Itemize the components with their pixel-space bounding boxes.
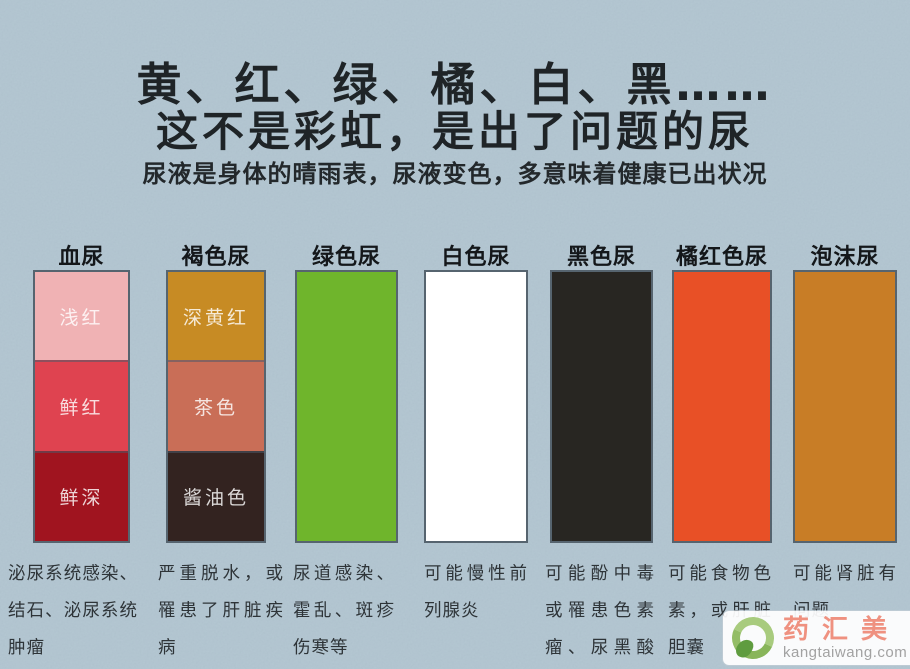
swatch-segment bbox=[674, 272, 770, 541]
urine-color-swatch bbox=[295, 270, 398, 543]
segment-label: 酱油色 bbox=[182, 487, 249, 510]
enso-sprout-logo-icon bbox=[726, 611, 780, 665]
swatch-segment bbox=[795, 272, 895, 541]
swatch-segment: 深黄红 bbox=[168, 272, 264, 361]
watermark: 药汇美 kangtaiwang.com bbox=[723, 611, 910, 665]
swatch-segment: 鲜深 bbox=[35, 450, 128, 541]
segment-label: 鲜深 bbox=[59, 487, 104, 510]
column-description: 可能酚中毒或罹患色素瘤、尿黑酸病 bbox=[545, 564, 655, 658]
brand-website: kangtaiwang.com bbox=[783, 643, 908, 661]
swatch-segment: 浅红 bbox=[35, 272, 128, 361]
segment-label: 浅红 bbox=[59, 306, 104, 329]
swatch-segment: 鲜红 bbox=[35, 360, 128, 451]
column-header: 白色尿 bbox=[441, 244, 511, 270]
urine-color-swatch: 深黄红 茶色 酱油色 bbox=[166, 270, 266, 543]
column-header: 褐色尿 bbox=[181, 244, 251, 270]
urine-color-swatch bbox=[793, 270, 897, 543]
urine-color-swatch bbox=[672, 270, 772, 543]
swatch-segment: 酱油色 bbox=[168, 450, 264, 541]
column-header: 绿色尿 bbox=[311, 244, 381, 270]
column-header: 泡沫尿 bbox=[810, 244, 880, 270]
urine-color-swatch bbox=[550, 270, 653, 543]
column-description: 尿道感染、霍乱、斑疹伤寒等 bbox=[293, 564, 395, 658]
segment-label: 深黄红 bbox=[182, 306, 249, 329]
brand-name: 药汇美 bbox=[783, 614, 901, 645]
swatch-segment bbox=[297, 272, 396, 541]
column-description: 严重脱水，或罹患了肝脏疾病 bbox=[158, 564, 284, 658]
column-header: 橘红色尿 bbox=[675, 244, 768, 270]
column-description: 泌尿系统感染、结石、泌尿系统肿瘤 bbox=[8, 564, 138, 658]
urine-color-swatch: 浅红 鲜红 鲜深 bbox=[33, 270, 130, 543]
column-header: 血尿 bbox=[58, 244, 105, 270]
segment-label: 茶色 bbox=[193, 396, 238, 419]
main-title-line2: 这不是彩虹，是出了问题的尿 bbox=[155, 107, 754, 156]
swatch-segment bbox=[426, 272, 526, 541]
segment-label: 鲜红 bbox=[59, 396, 104, 419]
swatch-segment: 茶色 bbox=[168, 360, 264, 451]
column-description: 可能慢性前列腺炎 bbox=[424, 564, 528, 621]
subtitle: 尿液是身体的晴雨表，尿液变色，多意味着健康已出状况 bbox=[142, 160, 768, 188]
column-header: 黑色尿 bbox=[566, 244, 636, 270]
urine-color-swatch bbox=[424, 270, 528, 543]
swatch-segment bbox=[552, 272, 651, 541]
